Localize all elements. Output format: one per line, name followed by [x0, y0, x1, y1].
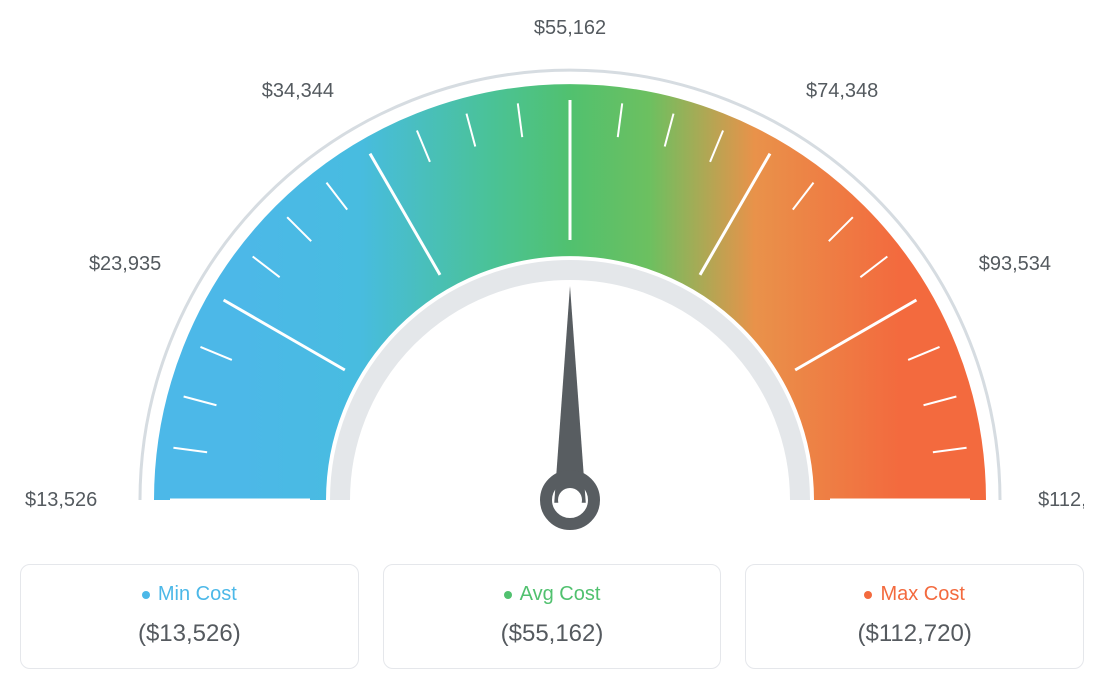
- legend-value-max: ($112,720): [746, 620, 1083, 648]
- svg-text:$112,720: $112,720: [1038, 489, 1084, 511]
- svg-text:$74,348: $74,348: [806, 80, 878, 102]
- legend-card-min: Min Cost ($13,526): [20, 564, 359, 669]
- legend-value-min: ($13,526): [21, 620, 358, 648]
- legend-card-avg: Avg Cost ($55,162): [383, 564, 722, 669]
- legend-label-text: Min Cost: [158, 583, 237, 606]
- legend-label-max: Max Cost: [746, 583, 1083, 606]
- legend-card-max: Max Cost ($112,720): [745, 564, 1084, 669]
- dot-icon: [864, 591, 872, 599]
- legend-label-text: Avg Cost: [520, 583, 601, 606]
- legend-label-avg: Avg Cost: [384, 583, 721, 606]
- legend-label-min: Min Cost: [21, 583, 358, 606]
- legend-label-text: Max Cost: [880, 583, 964, 606]
- legend-row: Min Cost ($13,526) Avg Cost ($55,162) Ma…: [20, 564, 1084, 669]
- gauge-chart: $13,526 $23,935 $34,344 $55,162 $74,348 $93,5…: [20, 20, 1084, 540]
- svg-text:$93,534: $93,534: [979, 253, 1051, 275]
- dot-icon: [142, 591, 150, 599]
- legend-value-avg: ($55,162): [384, 620, 721, 648]
- svg-text:$13,526: $13,526: [25, 489, 97, 511]
- svg-text:$23,935: $23,935: [89, 253, 161, 275]
- dot-icon: [504, 591, 512, 599]
- svg-text:$34,344: $34,344: [262, 80, 334, 102]
- svg-text:$55,162: $55,162: [534, 20, 606, 39]
